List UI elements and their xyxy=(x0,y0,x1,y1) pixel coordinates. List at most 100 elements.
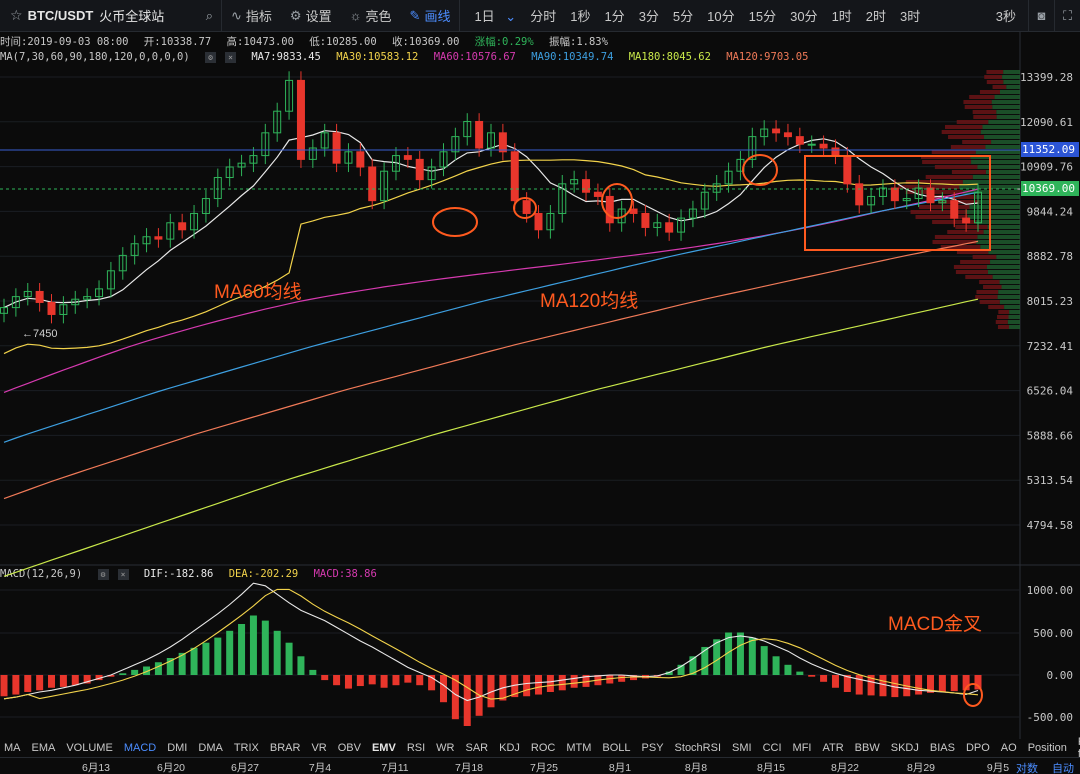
refresh-rate[interactable]: 3秒 xyxy=(995,9,1016,24)
interval-timeline[interactable]: 分时 xyxy=(530,9,557,24)
date-label: 8月29 xyxy=(906,762,936,774)
indicator-tab-boll[interactable]: BOLL xyxy=(602,742,631,754)
volume-profile-bar xyxy=(956,250,989,254)
indicator-tab-cci[interactable]: CCI xyxy=(762,742,782,754)
indicator-tab-volume[interactable]: VOLUME xyxy=(66,742,113,754)
macd-histogram-bar xyxy=(404,675,412,683)
indicator-tab-trix[interactable]: TRIX xyxy=(233,742,259,754)
star-icon[interactable]: ☆ xyxy=(10,7,23,23)
interval-1m[interactable]: 1分 xyxy=(604,9,625,24)
candle-body xyxy=(225,166,234,179)
auto-scale-toggle[interactable]: 自动 xyxy=(1052,763,1074,774)
indicator-tab-fund-flow[interactable]: Fund-flow xyxy=(1077,736,1080,760)
close-icon[interactable]: × xyxy=(117,568,129,580)
volume-profile-bar xyxy=(997,315,1009,319)
settings-icon[interactable]: ⚙ xyxy=(97,568,109,580)
search-icon[interactable]: ⌕ xyxy=(205,7,213,23)
candle-body xyxy=(190,212,199,231)
interval-3m[interactable]: 3分 xyxy=(638,9,659,24)
interval-1d[interactable]: 1日 ⌄ xyxy=(474,9,517,24)
volume-profile-bar xyxy=(999,90,1020,94)
volume-profile-bar xyxy=(910,210,966,214)
indicator-tab-ma[interactable]: MA xyxy=(4,742,21,754)
indicator-tab-vr[interactable]: VR xyxy=(311,742,327,754)
volume-profile-bar xyxy=(1008,315,1020,319)
macd-histogram-bar xyxy=(879,675,887,697)
candle-body xyxy=(593,191,602,197)
indicator-tab-ema[interactable]: EMA xyxy=(31,742,56,754)
interval-2h[interactable]: 2时 xyxy=(865,9,887,24)
indicator-tab-wr[interactable]: WR xyxy=(436,742,455,754)
indicator-tab-dma[interactable]: DMA xyxy=(198,742,223,754)
top-toolbar: ☆ BTC/USDT 火币全球站 ⌕ ∿ 指标 ⚙ 设置 ☼ 亮色 ✎ 画线 1日 ⌄ … xyxy=(0,0,1080,32)
close-icon[interactable]: × xyxy=(224,51,236,63)
interval-5m[interactable]: 5分 xyxy=(672,9,694,24)
price-axis-label: 7232.41 xyxy=(1027,340,1073,353)
settings-button[interactable]: ⚙ 设置 xyxy=(289,7,332,25)
indicator-tab-bbw[interactable]: BBW xyxy=(854,742,880,754)
indicator-tab-stochrsi[interactable]: StochRSI xyxy=(674,742,722,754)
interval-1s[interactable]: 1秒 xyxy=(570,9,591,24)
indicator-tab-smi[interactable]: SMI xyxy=(732,742,752,754)
draw-line-button[interactable]: ✎ 画线 xyxy=(409,7,451,25)
interval-10m[interactable]: 10分 xyxy=(707,9,735,24)
indicator-tab-mfi[interactable]: MFI xyxy=(792,742,812,754)
volume-profile-bar xyxy=(922,160,972,164)
volume-profile-bar xyxy=(1006,85,1020,89)
candle-body xyxy=(213,177,222,200)
macd-histogram-bar xyxy=(511,675,519,698)
highlight-circle xyxy=(432,207,478,237)
ma90-line xyxy=(3,191,979,443)
indicator-tab-sar[interactable]: SAR xyxy=(465,742,489,754)
macd-histogram-bar xyxy=(535,675,543,695)
ohlc-amplitude: 振幅:1.83% xyxy=(549,36,608,48)
ohlc-time: 时间:2019-09-03 08:00 xyxy=(0,36,129,48)
indicator-tab-bias[interactable]: BIAS xyxy=(929,742,955,754)
annotations: MA60均线 MA120均线 MACD金叉 xyxy=(214,154,991,707)
light-theme-button[interactable]: ☼ 亮色 xyxy=(349,8,392,24)
indicator-tab-rsi[interactable]: RSI xyxy=(406,742,426,754)
indicator-tab-obv[interactable]: OBV xyxy=(337,742,361,754)
interval-30m[interactable]: 30分 xyxy=(790,9,818,24)
indicator-tab-skdj[interactable]: SKDJ xyxy=(890,742,919,754)
macd-histogram-bar xyxy=(689,656,697,675)
macd-histogram-bar xyxy=(333,675,341,686)
macd-dea-line xyxy=(3,588,979,700)
volume-profile-bar xyxy=(955,225,988,229)
indicator-tab-mtm[interactable]: MTM xyxy=(566,742,592,754)
indicator-tab-dpo[interactable]: DPO xyxy=(965,742,990,754)
interval-3h[interactable]: 3时 xyxy=(900,9,921,24)
macd-histogram-bar xyxy=(748,637,756,675)
date-label: 9月5 xyxy=(986,762,1010,774)
candle-body xyxy=(641,212,650,228)
indicator-tab-roc[interactable]: ROC xyxy=(530,742,556,754)
indicator-tab-atr[interactable]: ATR xyxy=(822,742,844,754)
volume-profile-bar xyxy=(940,245,981,249)
indicator-tab-kdj[interactable]: KDJ xyxy=(499,742,520,754)
volume-profile-bar xyxy=(979,200,1020,204)
fullscreen-icon[interactable]: ⛶ xyxy=(1054,0,1080,32)
interval-1h[interactable]: 1时 xyxy=(831,9,852,24)
log-scale-toggle[interactable]: 对数 xyxy=(1016,763,1038,774)
macd-panel: 1000.00 500.00 0.00 -500.00 xyxy=(0,582,1073,726)
volume-profile-bar xyxy=(979,300,1000,304)
symbol-selector[interactable]: ☆ BTC/USDT 火币全球站 ⌕ xyxy=(0,0,222,32)
volume-profile-bar xyxy=(976,240,1020,244)
indicator-tab-dmi[interactable]: DMI xyxy=(167,742,188,754)
interval-15m[interactable]: 15分 xyxy=(748,9,777,24)
price-chart[interactable]: 1000.00 500.00 0.00 -500.00 13399.28 12090.6… xyxy=(0,0,1080,739)
indicator-tab-emv[interactable]: EMV xyxy=(371,742,396,754)
indicator-tab-psy[interactable]: PSY xyxy=(641,742,664,754)
macd-histogram-bar xyxy=(915,675,923,695)
indicator-button[interactable]: ∿ 指标 xyxy=(231,7,272,25)
camera-icon[interactable]: ◙ xyxy=(1028,0,1054,32)
ma120-value: MA120:9703.05 xyxy=(726,51,809,63)
price-axis-label: 4794.58 xyxy=(1027,519,1073,532)
settings-icon[interactable]: ⚙ xyxy=(204,51,216,63)
date-label: 8月1 xyxy=(608,762,632,774)
indicator-tab-ao[interactable]: AO xyxy=(1000,742,1017,754)
volume-profile-bar xyxy=(1003,70,1020,74)
indicator-tab-position[interactable]: Position xyxy=(1027,742,1067,754)
indicator-tab-macd[interactable]: MACD xyxy=(123,742,157,754)
indicator-tab-brar[interactable]: BRAR xyxy=(269,742,301,754)
